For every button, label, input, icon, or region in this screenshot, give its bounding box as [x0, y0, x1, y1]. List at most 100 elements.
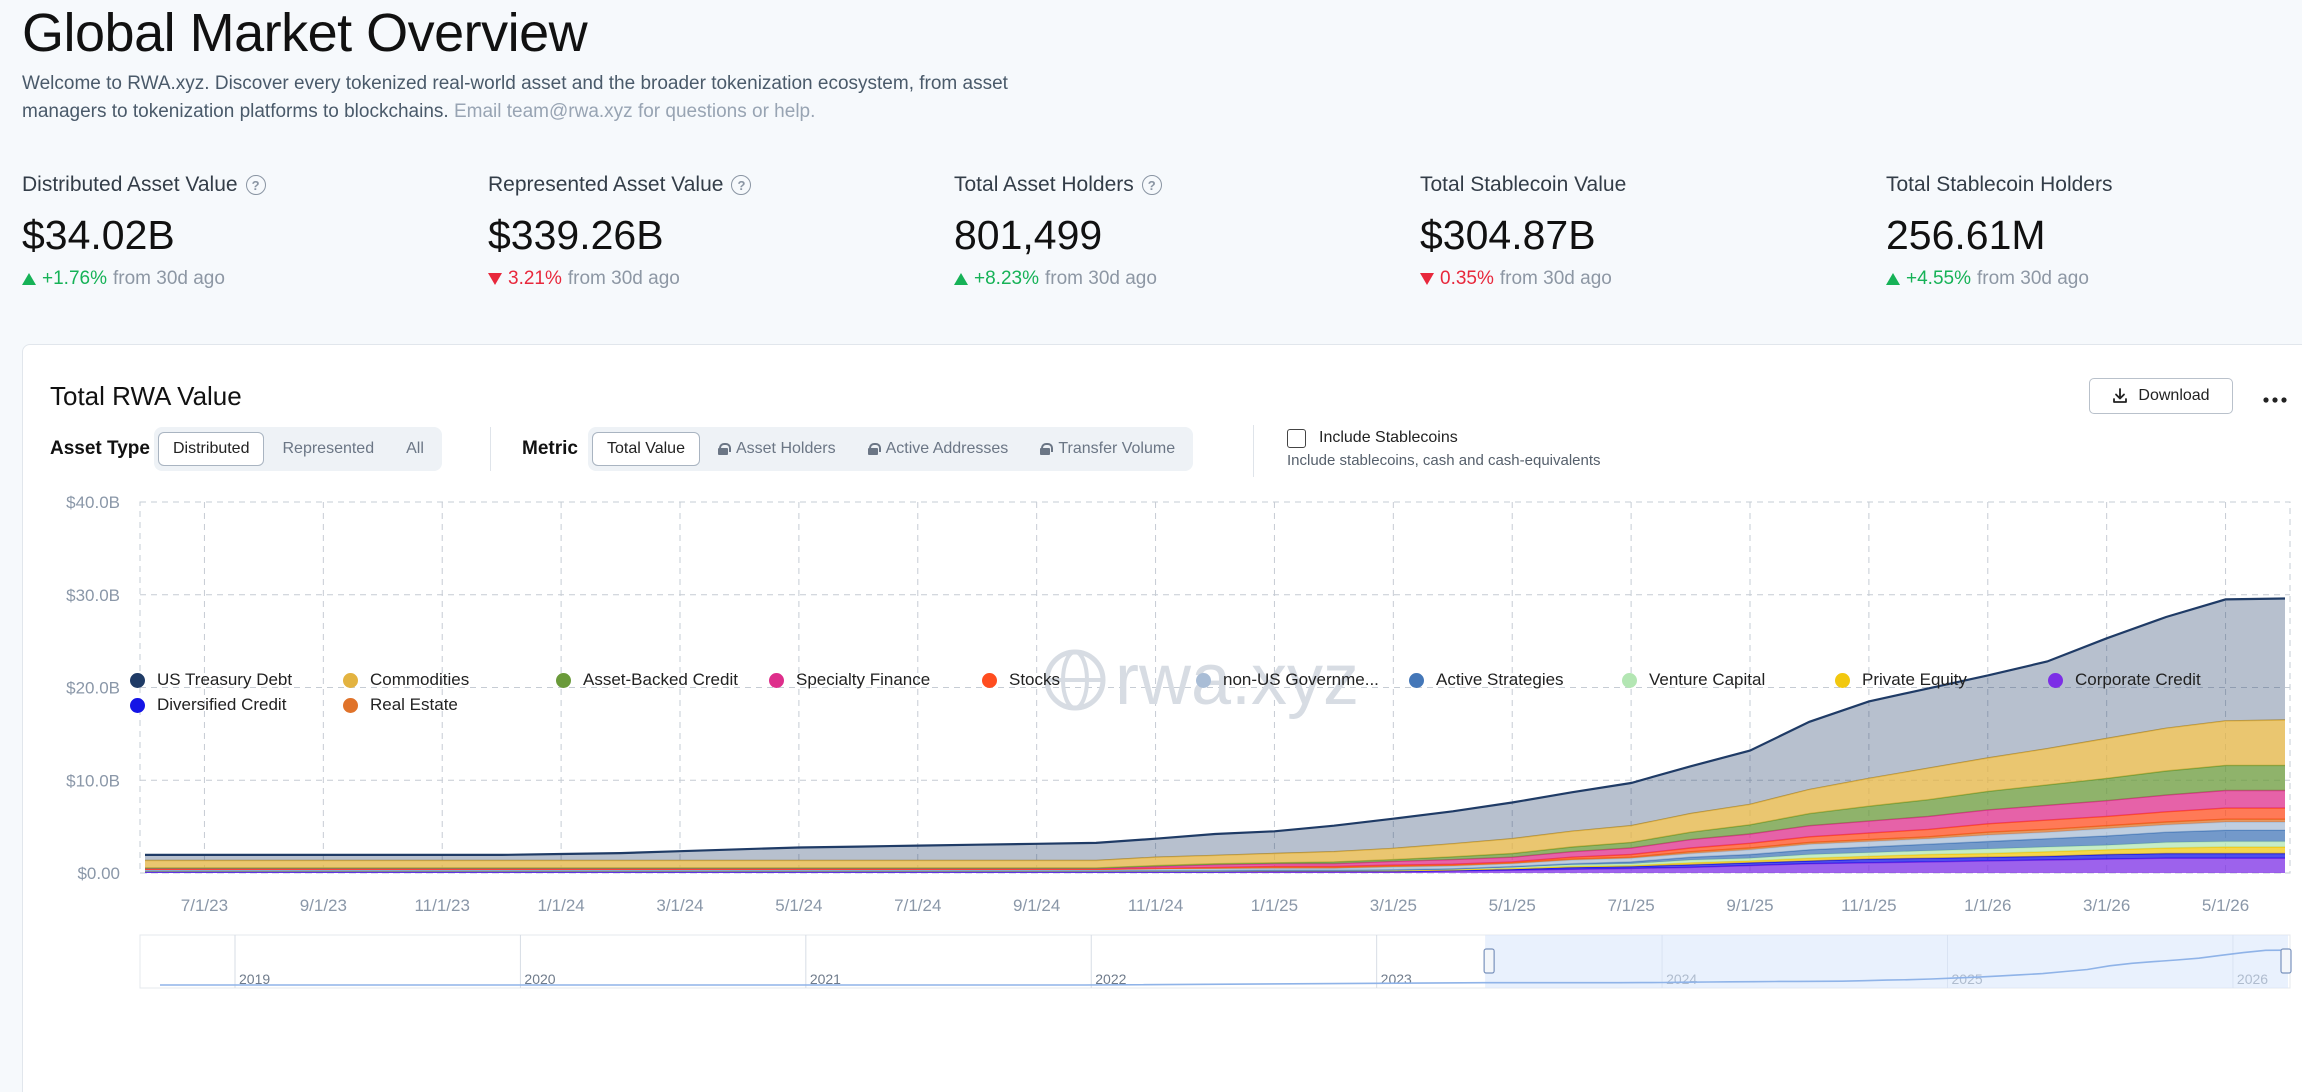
stat-change: +4.55% from 30d ago [1886, 268, 2302, 290]
legend-swatch [556, 672, 571, 688]
lock-icon [1040, 443, 1054, 455]
triangle-down-icon [488, 273, 502, 285]
x-tick-label: 9/1/25 [1726, 896, 1773, 915]
stat-card: Total Stablecoin Value $304.87B 0.35% from … [1420, 170, 1860, 290]
stat-change-percent: 3.21% [508, 268, 562, 289]
chart-legend: US Treasury Debt Commodities Asset-Backed … [108, 668, 2288, 728]
stat-value: 801,499 [954, 212, 1103, 258]
x-tick-label: 1/1/24 [537, 896, 584, 915]
metric-option-total-value[interactable]: Total Value [592, 432, 700, 466]
legend-label: Private Equity [1862, 670, 1967, 689]
more-horizontal-icon[interactable] [2263, 390, 2287, 404]
stat-change-suffix: from 30d ago [567, 268, 680, 289]
include-stablecoins-label[interactable]: Include Stablecoins [1319, 429, 1458, 446]
x-tick-label: 1/1/26 [1964, 896, 2011, 915]
stat-card: Distributed Asset Value? $34.02B +1.76% fro… [22, 170, 462, 290]
legend-item[interactable]: Specialty Finance [769, 670, 930, 690]
x-tick-label: 1/1/25 [1251, 896, 1298, 915]
metric-option-label: Active Addresses [885, 440, 1009, 457]
stat-card: Total Asset Holders? 801,499 +8.23% from 30… [954, 170, 1394, 290]
x-tick-label: 11/1/25 [1841, 896, 1896, 915]
legend-item[interactable]: Private Equity [1835, 670, 1967, 690]
legend-item[interactable]: non-US Governme... [1196, 670, 1379, 690]
legend-item[interactable]: Commodities [343, 670, 469, 690]
legend-label: US Treasury Debt [157, 670, 293, 689]
asset-type-label: Asset Type [50, 438, 150, 459]
asset-type-option-distributed[interactable]: Distributed [158, 432, 265, 466]
x-tick-label: 3/1/24 [656, 896, 703, 915]
legend-item[interactable]: Diversified Credit [130, 695, 286, 715]
asset-type-option-all[interactable]: All [406, 440, 424, 457]
y-tick-label: $40.0B [66, 493, 120, 512]
legend-item[interactable]: Venture Capital [1622, 670, 1765, 690]
legend-swatch [1835, 672, 1850, 688]
area-commodities [145, 720, 2285, 868]
help-icon[interactable]: ? [1141, 175, 1162, 195]
stat-change-percent: 0.35% [1440, 268, 1494, 289]
legend-item[interactable]: Asset-Backed Credit [556, 670, 738, 690]
legend-swatch [343, 672, 358, 688]
legend-label: Active Strategies [1436, 670, 1564, 689]
download-button[interactable]: Download [2089, 378, 2233, 414]
stat-label: Represented Asset Value? [488, 170, 928, 200]
include-stablecoins-checkbox[interactable] [1287, 429, 1306, 448]
triangle-up-icon [954, 273, 968, 285]
area-corporate-credit [145, 858, 2285, 873]
legend-label: Corporate Credit [2075, 670, 2201, 689]
legend-item[interactable]: Corporate Credit [2048, 670, 2201, 690]
legend-item[interactable]: Real Estate [343, 695, 458, 715]
legend-swatch [1622, 672, 1637, 688]
include-stablecoins-description: Include stablecoins, cash and cash-equiv… [1287, 452, 1601, 469]
navigator-year-label: 2021 [810, 971, 841, 987]
stat-change-percent: +8.23% [974, 268, 1039, 289]
area-asset-backed-credit [145, 765, 2285, 869]
x-tick-label: 11/1/23 [414, 896, 469, 915]
y-tick-label: $10.0B [66, 771, 120, 790]
asset-type-option-represented[interactable]: Represented [282, 440, 375, 457]
help-icon[interactable]: ? [731, 175, 752, 195]
legend-swatch [2048, 672, 2063, 688]
legend-label: Commodities [370, 670, 470, 689]
x-tick-label: 3/1/25 [1370, 896, 1417, 915]
x-tick-label: 5/1/26 [2202, 896, 2249, 915]
x-tick-label: 7/1/24 [894, 896, 941, 915]
navigator-year-label: 2020 [524, 971, 555, 987]
y-tick-label: $30.0B [66, 586, 120, 605]
stat-label-text: Distributed Asset Value [22, 173, 238, 196]
x-tick-label: 5/1/25 [1489, 896, 1536, 915]
legend-swatch [1409, 672, 1424, 688]
line-commodities [145, 719, 2286, 862]
area-private-equity [145, 847, 2285, 872]
navigator-year-label: 2019 [239, 971, 270, 987]
stat-card: Total Stablecoin Holders 256.61M +4.55% fro… [1886, 170, 2302, 290]
intro-line-2: managers to tokenization platforms to bl… [22, 101, 449, 122]
metric-option-active-addresses[interactable]: Active Addresses [854, 432, 1023, 466]
legend-item[interactable]: Active Strategies [1409, 670, 1564, 690]
stat-change: +8.23% from 30d ago [954, 268, 1394, 290]
navigator-handle[interactable] [2280, 948, 2292, 974]
intro-text: Welcome to RWA.xyz. Discover every token… [22, 70, 1032, 126]
navigator-year-label: 2022 [1095, 971, 1126, 987]
intro-line-1: Welcome to RWA.xyz. Discover every token… [22, 73, 1008, 94]
area-non-us-government-debt [145, 822, 2285, 871]
legend-item[interactable]: Stocks [982, 670, 1060, 690]
download-label: Download [2138, 387, 2210, 404]
legend-swatch [982, 672, 997, 688]
metric-option-label: Total Value [607, 440, 685, 457]
metric-option-transfer-volume[interactable]: Transfer Volume [1026, 432, 1189, 466]
help-icon[interactable]: ? [245, 175, 266, 195]
legend-swatch [1196, 672, 1211, 688]
metric-option-asset-holders[interactable]: Asset Holders [704, 432, 850, 466]
stat-change-percent: +1.76% [42, 268, 107, 289]
navigator-handle[interactable] [1483, 948, 1495, 974]
contact-email-link[interactable]: Email team@rwa.xyz for questions or help… [453, 101, 816, 122]
metric-option-label: Transfer Volume [1058, 440, 1176, 457]
legend-label: Venture Capital [1649, 670, 1766, 689]
stat-label-text: Represented Asset Value [488, 173, 724, 196]
page-title: Global Market Overview [22, 3, 588, 63]
navigator-series-line [160, 949, 2289, 986]
stat-change: +1.76% from 30d ago [22, 268, 462, 290]
legend-item[interactable]: US Treasury Debt [130, 670, 292, 690]
watermark: rwa.xyz [1115, 640, 1359, 720]
stat-change-suffix: from 30d ago [1976, 268, 2089, 289]
